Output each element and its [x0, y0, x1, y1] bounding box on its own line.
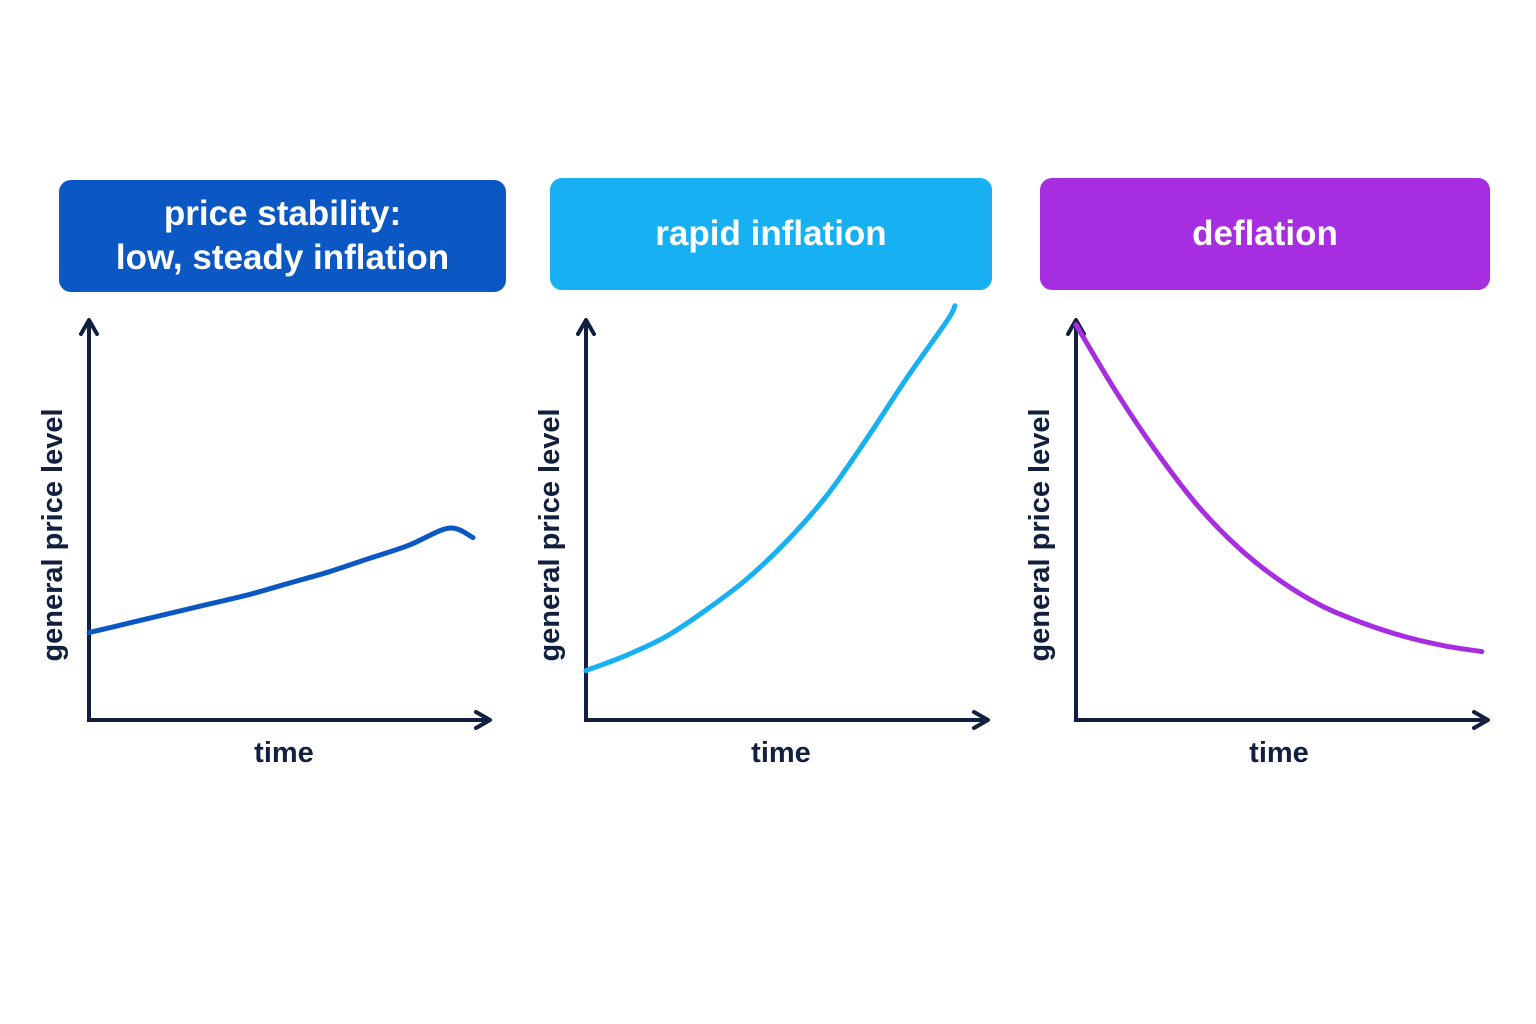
y-axis-label: general price level: [37, 408, 69, 661]
panel-title: deflation: [1192, 214, 1338, 253]
panel-header-rapid-inflation: rapid inflation: [550, 178, 992, 290]
panel-title-line-2: low, steady inflation: [115, 238, 450, 277]
panel-title-line-1: price stability:: [163, 194, 402, 233]
panel-title: rapid inflation: [655, 214, 887, 253]
x-axis-label: time: [254, 737, 314, 769]
x-axis-label: time: [751, 737, 811, 769]
chart-deflation: general price level time: [1024, 318, 1490, 769]
y-axis-label: general price level: [1024, 408, 1056, 661]
chart-price-stability: general price level time: [37, 318, 492, 769]
x-axis-label: time: [1249, 737, 1309, 769]
y-axis-label: general price level: [534, 408, 566, 661]
panel-header-deflation: deflation: [1040, 178, 1490, 290]
series-line-price-stability: [86, 525, 476, 636]
chart-rapid-inflation: general price level time: [534, 303, 990, 769]
series-line-deflation: [1073, 322, 1485, 655]
series-line-rapid-inflation: [583, 303, 958, 674]
panel-header-price-stability: price stability: low, steady inflation: [59, 180, 506, 292]
